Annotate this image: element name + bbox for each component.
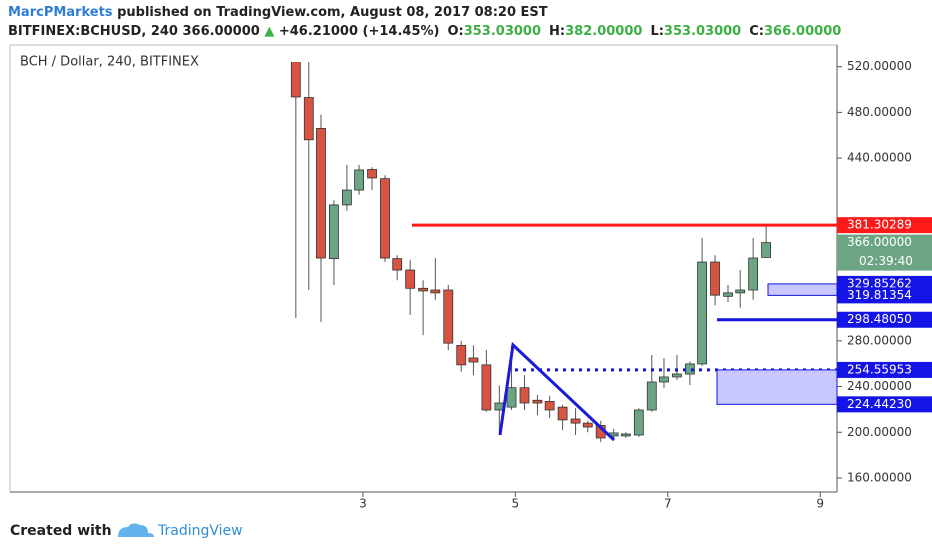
candle-body (735, 289, 746, 294)
ohlc-label: O: (447, 24, 463, 39)
price-label-box (837, 361, 932, 378)
candle-body (582, 422, 593, 428)
candle-body (506, 387, 517, 408)
ohlc: O:353.03000 H:382.00000 L:353.03000 C:366.0… (447, 24, 841, 39)
price-label-box (837, 311, 932, 328)
y-tick-label: 520.00000 (847, 59, 912, 73)
candle-body (341, 189, 352, 206)
y-tick-label: 280.00000 (847, 333, 912, 347)
candle-body (329, 204, 339, 260)
up-arrow: ▲ (264, 24, 274, 39)
y-tick-label: 480.00000 (847, 105, 912, 119)
price-label: 224.44230 (847, 397, 912, 411)
candle-body (456, 345, 467, 366)
candle-body (430, 289, 441, 294)
last: 366.00000 (182, 24, 259, 39)
candles (290, 62, 772, 442)
candle-body (354, 169, 364, 191)
candle-body (418, 287, 429, 292)
candle-body (468, 357, 479, 363)
ohlc-label: H: (549, 24, 565, 39)
logo (118, 523, 154, 537)
price-label: 298.48050 (847, 312, 912, 326)
candle-body (723, 292, 733, 297)
candle-body (697, 261, 707, 365)
ohlc-value: 382.00000 (565, 24, 642, 39)
price-label-box (837, 287, 932, 304)
header-line: MarcPMarkets published on TradingView.co… (8, 5, 548, 20)
price-label-box (837, 217, 932, 234)
y-tick-label: 240.00000 (847, 379, 912, 393)
candle-body (544, 401, 555, 411)
x-tick-label: 3 (359, 497, 367, 511)
x-tick-label: 9 (816, 497, 824, 511)
footer-created: Created with (10, 523, 112, 539)
ohlc-label: L: (650, 24, 663, 39)
price-label: 366.00000 (847, 235, 912, 249)
x-tick-label: 5 (512, 497, 520, 511)
drawing-zigzag (498, 341, 616, 442)
price-label: 381.30289 (847, 218, 912, 232)
candle-body (646, 381, 657, 411)
candle-body (748, 257, 759, 291)
y-tick-label: 200.00000 (847, 425, 912, 439)
candle-body (570, 418, 581, 424)
zone-box (767, 283, 838, 296)
candle-body (367, 169, 377, 179)
ohlc-value: 353.03000 (464, 24, 541, 39)
price-label-box (837, 234, 932, 271)
candle-body (443, 289, 454, 344)
price-label-box (837, 396, 932, 413)
candle-body (481, 364, 492, 411)
countdown: 02:39:40 (859, 254, 913, 268)
ohlc-label: C: (749, 24, 764, 39)
y-tick-label: 160.00000 (847, 470, 912, 484)
candle-body (316, 127, 326, 259)
x-tick-label: 7 (664, 497, 672, 511)
candle-body (672, 373, 682, 378)
candle-body (532, 399, 543, 404)
symbol-line: BITFINEX:BCHUSD, 240 366.00000 ▲ +46.210… (8, 24, 841, 39)
candle-body (290, 62, 301, 98)
candle-body (761, 242, 772, 258)
price-label: 329.85262 (847, 276, 912, 290)
candle-body (557, 406, 568, 421)
candle-body (405, 269, 416, 289)
ohlc-value: 353.03000 (664, 24, 741, 39)
candle-body (380, 178, 390, 259)
published: published on TradingView.com, August 08,… (117, 5, 548, 20)
ohlc-value: 366.00000 (764, 24, 841, 39)
candle-body (392, 258, 403, 271)
candle-body (633, 409, 644, 436)
candle-body (710, 261, 720, 296)
author: MarcPMarkets (8, 5, 113, 20)
symbol: BITFINEX:BCHUSD, 240 (8, 24, 178, 39)
zone-box (716, 369, 838, 405)
candle-body (519, 387, 530, 404)
change: +46.21000 (+14.45%) (279, 24, 440, 39)
candle-body (659, 376, 669, 383)
candle-body (303, 97, 314, 141)
chart-title: BCH / Dollar, 240, BITFINEX (20, 55, 199, 70)
footer-brand: TradingView (157, 523, 243, 539)
price-label: 254.55953 (847, 362, 912, 376)
y-tick-label: 440.00000 (847, 151, 912, 165)
candle-body (620, 433, 631, 437)
price-label: 319.81354 (847, 288, 912, 302)
